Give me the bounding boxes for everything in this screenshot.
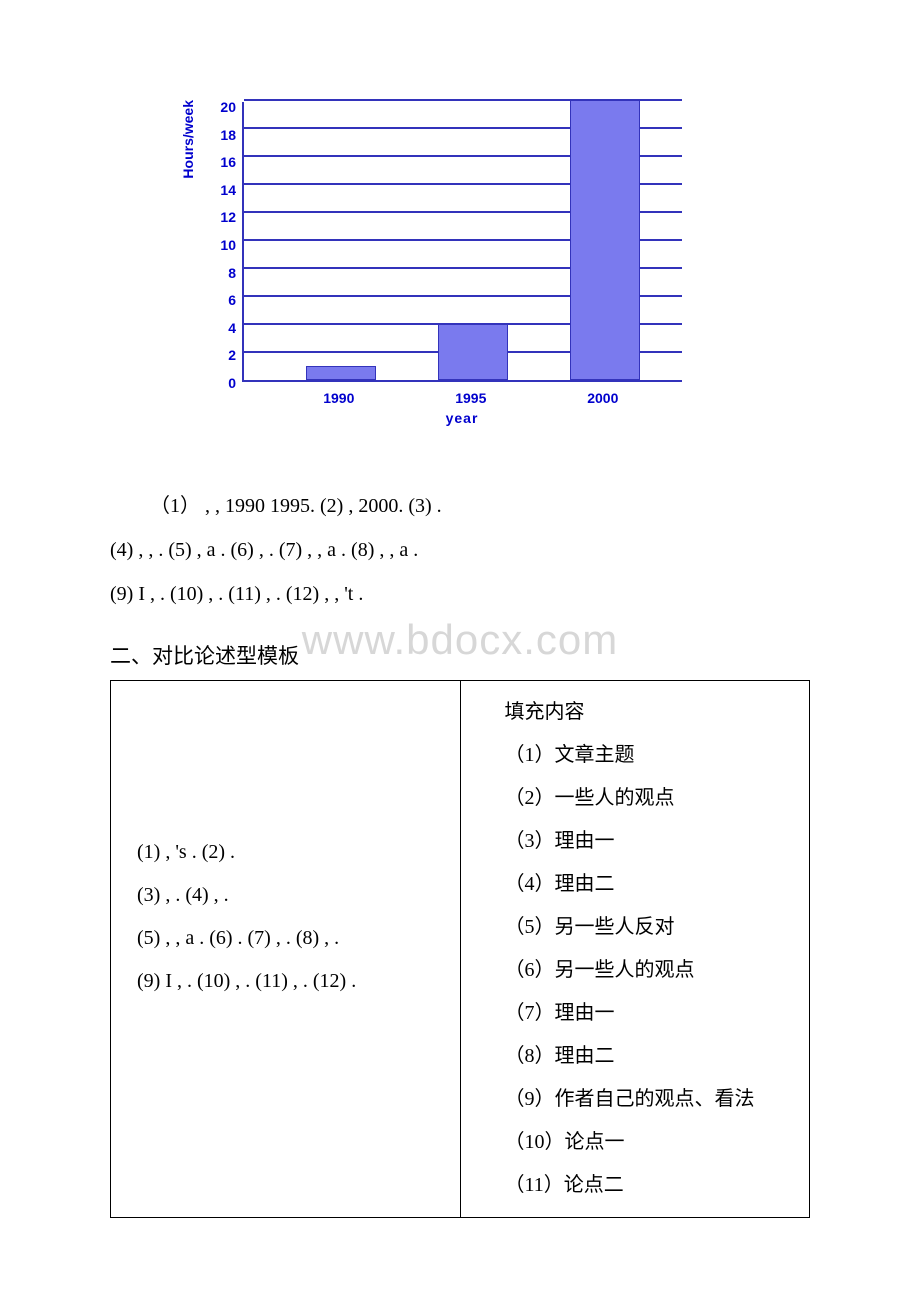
fill-header: 填充内容 <box>475 691 796 734</box>
left-template-line: (3) , . (4) , . <box>125 874 446 917</box>
chart-x-tick-label: 1990 <box>309 390 369 406</box>
fill-item: （7）理由一 <box>475 992 796 1035</box>
chart-x-tick-label: 2000 <box>573 390 633 406</box>
ytick: 14 <box>220 183 236 197</box>
chart-body: 20 18 16 14 12 10 8 6 4 2 0 199019952000 <box>202 100 682 426</box>
fill-item: （8）理由二 <box>475 1035 796 1078</box>
table-cell-right: 填充内容 （1）文章主题 （2）一些人的观点 （3）理由一 （4）理由二 （5）… <box>460 681 810 1218</box>
table-cell-left: (1) , 's . (2) . (3) , . (4) , . (5) , ,… <box>111 681 461 1218</box>
page: Hours/week 20 18 16 14 12 10 8 6 4 2 0 <box>0 0 920 1278</box>
ytick: 6 <box>228 293 236 307</box>
left-template-line: (9) I , . (10) , . (11) , . (12) . <box>125 960 446 1003</box>
left-template-line: (1) , 's . (2) . <box>125 831 446 874</box>
fill-item: （11）论点二 <box>475 1164 796 1207</box>
chart-plot-area <box>242 102 682 382</box>
ytick: 16 <box>220 155 236 169</box>
chart-bar <box>438 324 508 380</box>
section-heading: 二、对比论述型模板 <box>110 640 810 670</box>
ytick: 4 <box>228 321 236 335</box>
fill-item: （2）一些人的观点 <box>475 777 796 820</box>
fill-item: （9）作者自己的观点、看法 <box>475 1078 796 1121</box>
chart-x-tick-label: 1995 <box>441 390 501 406</box>
paragraph-2: (4) , , . (5) , a . (6) , . (7) , , a . … <box>110 530 810 570</box>
chart-y-ticks: 20 18 16 14 12 10 8 6 4 2 0 <box>202 100 236 390</box>
paragraph-3: (9) I , . (10) , . (11) , . (12) , , 't … <box>110 574 810 614</box>
ytick: 18 <box>220 128 236 142</box>
left-template-line: (5) , , a . (6) . (7) , . (8) , . <box>125 917 446 960</box>
fill-item: （6）另一些人的观点 <box>475 949 796 992</box>
fill-item: （10）论点一 <box>475 1121 796 1164</box>
table-row: (1) , 's . (2) . (3) , . (4) , . (5) , ,… <box>111 681 810 1218</box>
fill-item: （4）理由二 <box>475 863 796 906</box>
chart-inner: Hours/week 20 18 16 14 12 10 8 6 4 2 0 <box>180 100 810 426</box>
bar-chart: Hours/week 20 18 16 14 12 10 8 6 4 2 0 <box>180 100 810 426</box>
ytick: 10 <box>220 238 236 252</box>
template-table: (1) , 's . (2) . (3) , . (4) , . (5) , ,… <box>110 680 810 1218</box>
ytick: 8 <box>228 266 236 280</box>
ytick: 12 <box>220 210 236 224</box>
ytick: 20 <box>220 100 236 114</box>
chart-bar <box>570 100 640 380</box>
fill-item: （5）另一些人反对 <box>475 906 796 949</box>
ytick: 2 <box>228 348 236 362</box>
paragraph-1: （1） , , 1990 1995. (2) , 2000. (3) . <box>110 486 810 526</box>
chart-plot-row: 20 18 16 14 12 10 8 6 4 2 0 <box>202 100 682 382</box>
chart-y-axis-label: Hours/week <box>180 100 196 279</box>
chart-x-ticks: 199019952000 <box>242 382 682 402</box>
fill-item: （1）文章主题 <box>475 734 796 777</box>
chart-bar <box>306 366 376 380</box>
fill-item: （3）理由一 <box>475 820 796 863</box>
ytick: 0 <box>228 376 236 390</box>
